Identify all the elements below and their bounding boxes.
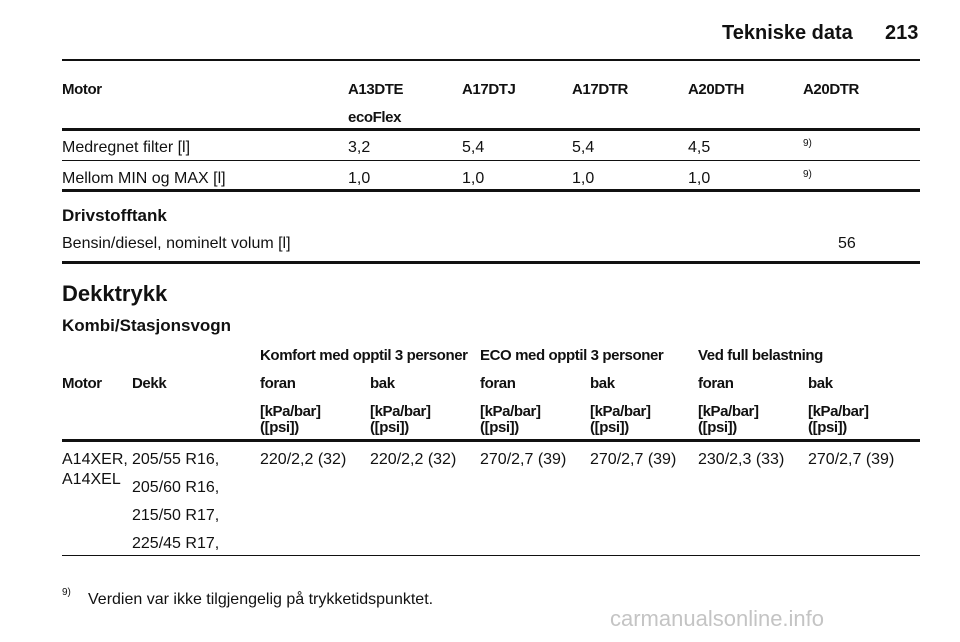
cell: A14XER, [62,451,128,468]
unit-header: [kPa/bar] [808,403,869,420]
rule [62,261,920,264]
column-header: ecoFlex [348,109,402,126]
unit-header: [kPa/bar] [698,403,759,420]
rule [62,439,920,442]
cell: A14XEL [62,471,121,488]
group-header: ECO med opptil 3 personer [480,347,664,364]
group-header: Komfort med opptil 3 personer [260,347,468,364]
cell: 5,4 [572,139,595,156]
page-title: Tekniske data [722,22,853,44]
unit-header: ([psi]) [698,419,737,436]
unit-header: ([psi]) [480,419,519,436]
watermark: carmanualsonline.info [610,606,825,631]
rule [62,160,920,161]
section-title: Drivstofftank [62,206,167,225]
column-header: foran [260,375,296,392]
unit-header: ([psi]) [590,419,629,436]
column-header: foran [698,375,734,392]
column-header: A20DTH [688,81,744,98]
cell: 3,2 [348,139,371,156]
column-header: A13DTE [348,81,404,98]
cell: Medregnet filter [l] [62,139,191,156]
unit-header: [kPa/bar] [260,403,321,420]
unit-header: ([psi]) [370,419,409,436]
rule [62,128,920,131]
column-header: Motor [62,81,102,98]
cell: Mellom MIN og MAX [l] [62,170,226,187]
section-title: Dekktrykk [62,281,168,306]
cell: 1,0 [462,170,485,187]
column-header: Dekk [132,375,167,392]
footnote-text: Verdien var ikke tilgjengelig på trykket… [88,591,434,608]
page-number: 213 [885,22,919,44]
cell: 230/2,3 (33) [698,451,785,468]
cell: 205/60 R16, [132,479,220,496]
unit-header: [kPa/bar] [480,403,541,420]
unit-header: ([psi]) [808,419,847,436]
cell: 270/2,7 (39) [808,451,895,468]
cell: 1,0 [688,170,711,187]
column-header: A20DTR [803,81,859,98]
group-header: Ved full belastning [698,347,823,364]
section-subtitle: Kombi/Stasjonsvogn [62,316,232,335]
unit-header: [kPa/bar] [590,403,651,420]
cell: Bensin/diesel, nominelt volum [l] [62,235,291,252]
footnote-ref: 9) [803,138,812,149]
column-header: Motor [62,375,102,392]
cell: 270/2,7 (39) [590,451,677,468]
cell: 1,0 [348,170,371,187]
cell: 5,4 [462,139,485,156]
cell: 56 [838,235,856,252]
cell: 220/2,2 (32) [260,451,347,468]
column-header: bak [590,375,615,392]
footnote-ref: 9) [803,169,812,180]
column-header: bak [808,375,833,392]
rule [62,555,920,556]
cell: 215/50 R17, [132,507,220,524]
footnote-marker: 9) [62,587,71,598]
column-header: A17DTR [572,81,628,98]
rule [62,189,920,192]
cell: 205/55 R16, [132,451,220,468]
cell: 4,5 [688,139,711,156]
column-header: bak [370,375,395,392]
unit-header: [kPa/bar] [370,403,431,420]
cell: 220/2,2 (32) [370,451,457,468]
cell: 1,0 [572,170,595,187]
rule [62,59,920,61]
column-header: foran [480,375,516,392]
unit-header: ([psi]) [260,419,299,436]
column-header: A17DTJ [462,81,516,98]
cell: 225/45 R17, [132,535,220,552]
cell: 270/2,7 (39) [480,451,567,468]
